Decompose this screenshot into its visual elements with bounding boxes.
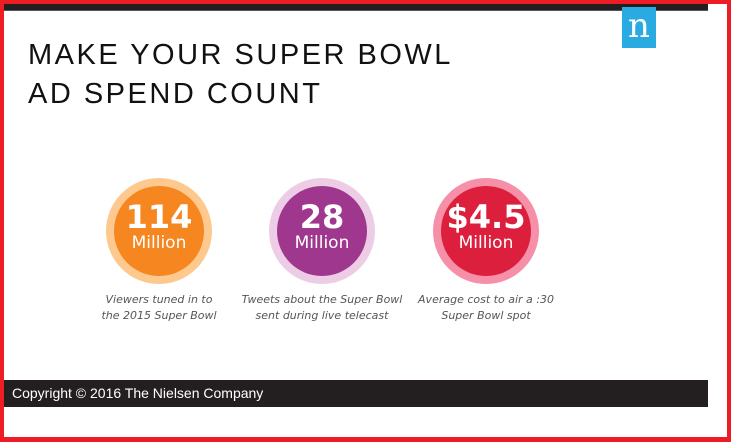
stat-value: 28 [299,198,345,236]
stat-unit: Million [294,233,350,253]
stat-circle-viewers: 114 Million [106,178,212,284]
stat-value: 114 [125,198,193,236]
caption-line: sent during live telecast [255,309,389,322]
title-line-2: AD SPEND COUNT [28,78,323,110]
caption-line: the 2015 Super Bowl [101,309,217,322]
stat-inner: $4.5 Million [441,186,531,276]
stat-value: $4.5 [446,198,526,236]
stat-unit: Million [458,233,514,253]
stat-circle-ad-cost: $4.5 Million [433,178,539,284]
page-title: MAKE YOUR SUPER BOWL AD SPEND COUNT [28,36,453,114]
stat-inner: 114 Million [114,186,204,276]
stat-caption-tweets: Tweets about the Super Bowl sent during … [232,292,412,324]
infographic: n MAKE YOUR SUPER BOWL AD SPEND COUNT 11… [4,4,727,437]
caption-line: Tweets about the Super Bowl [241,293,403,306]
caption-line: Average cost to air a :30 [418,293,554,306]
copyright-footer: Copyright © 2016 The Nielsen Company [4,380,708,407]
caption-line: Super Bowl spot [441,309,531,322]
stat-inner: 28 Million [277,186,367,276]
title-line-1: MAKE YOUR SUPER BOWL [28,39,453,71]
stat-caption-ad-cost: Average cost to air a :30 Super Bowl spo… [396,292,576,324]
stat-unit: Million [131,233,187,253]
stat-caption-viewers: Viewers tuned in to the 2015 Super Bowl [69,292,249,324]
stat-circle-tweets: 28 Million [269,178,375,284]
caption-line: Viewers tuned in to [105,293,213,306]
top-bar [4,4,708,11]
nielsen-logo: n [622,7,656,48]
